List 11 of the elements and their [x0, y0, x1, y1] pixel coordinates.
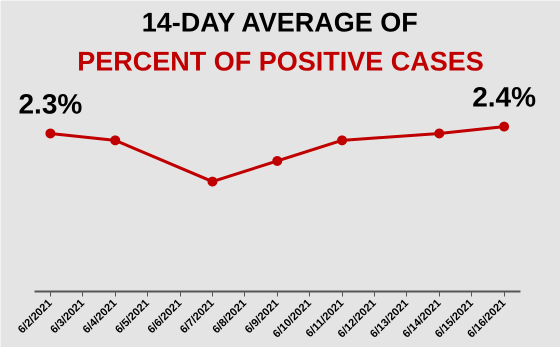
chart-subtitle: PERCENT OF POSITIVE CASES: [77, 46, 484, 76]
point: [272, 156, 282, 166]
chart-title: 14-DAY AVERAGE OF: [142, 8, 418, 38]
point: [207, 176, 218, 187]
point: [434, 128, 444, 138]
point: [45, 128, 56, 138]
data-label: 2.4%: [472, 82, 536, 113]
data-label: 2.3%: [18, 88, 82, 120]
point: [337, 135, 348, 146]
point: [110, 135, 120, 146]
point: [499, 122, 510, 132]
